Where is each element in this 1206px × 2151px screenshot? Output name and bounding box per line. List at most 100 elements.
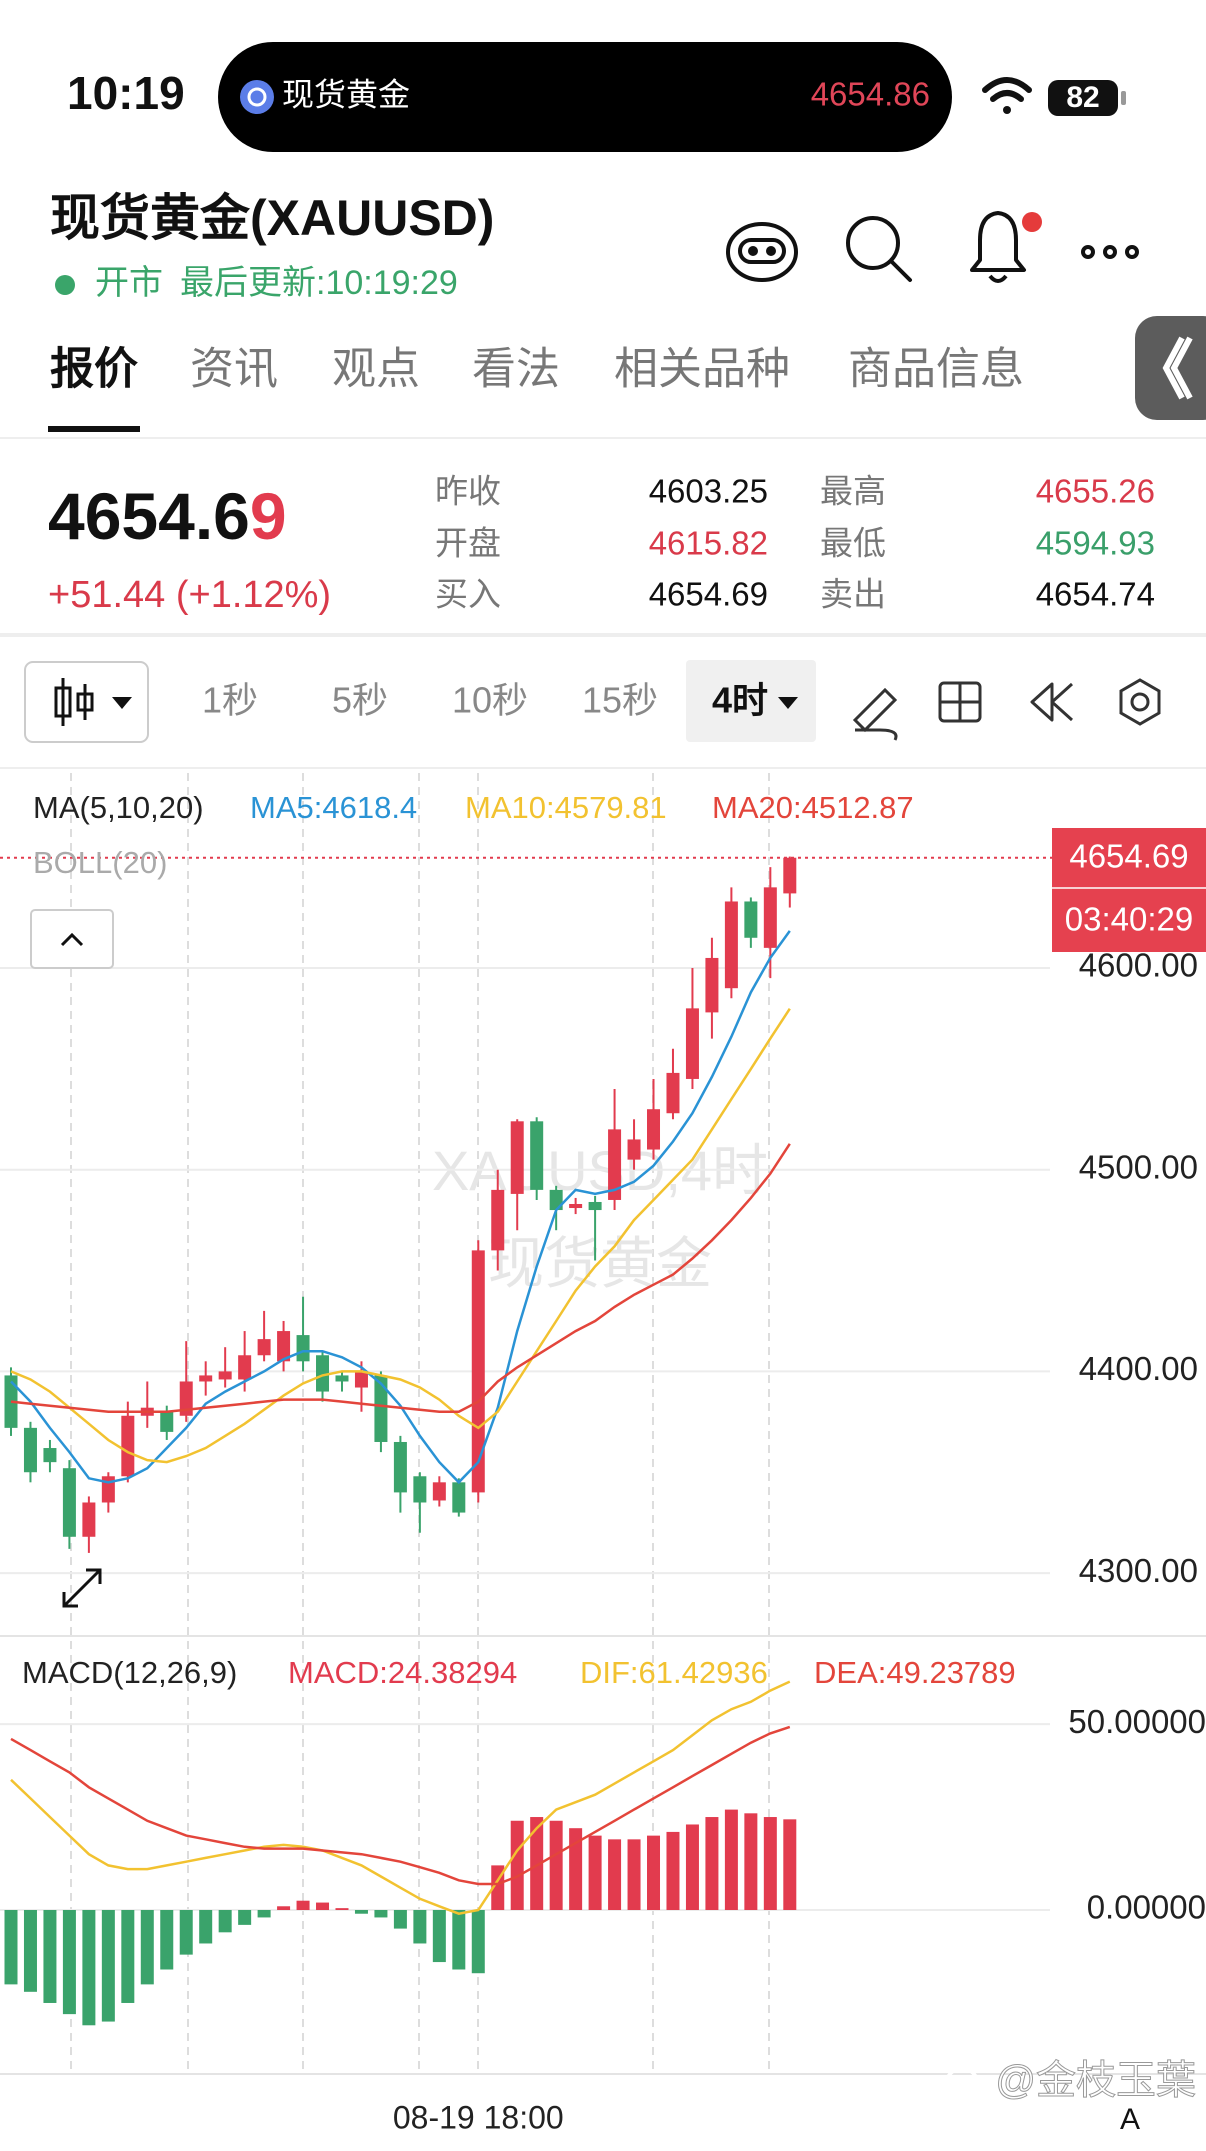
ma-line: [10, 1143, 791, 1413]
candle-body: [647, 1109, 661, 1150]
timeframe[interactable]: 1秒: [202, 680, 258, 721]
macd-bar: [569, 1828, 583, 1911]
price-tag: [1052, 828, 1206, 952]
expand-icon[interactable]: [62, 1568, 102, 1608]
tab[interactable]: 报价: [50, 345, 138, 394]
candle-body: [471, 1250, 485, 1493]
legend-entry: MA10:4579.81: [465, 790, 667, 825]
replay-icon[interactable]: [1030, 682, 1074, 722]
tab-bar: 报价 资讯 观点 看法 相关品种 商品信息: [50, 345, 1024, 394]
watermark: 现货黄金: [488, 1232, 712, 1295]
legend-entry: MACD:24.38294: [288, 1655, 517, 1690]
footer-watermark: @金枝玉葉: [995, 2059, 1196, 2103]
draw-icon[interactable]: [852, 687, 898, 741]
macd-bar: [471, 1910, 485, 1974]
tab[interactable]: 商品信息: [848, 345, 1024, 394]
tab[interactable]: 相关品种: [614, 345, 790, 394]
macd-bar: [744, 1813, 758, 1911]
y-tick-label: 50.00000: [1068, 1703, 1206, 1740]
candle-body: [763, 887, 777, 948]
candle-body: [685, 1008, 699, 1079]
timeframe[interactable]: 5秒: [332, 680, 388, 721]
status-dot: [55, 275, 75, 295]
indicator-label: MA(5,10,20): [33, 790, 204, 825]
collapse-arrow: [60, 932, 84, 947]
collapse-button[interactable]: [30, 909, 114, 969]
candle-body: [43, 1448, 57, 1463]
battery-nub: [1121, 91, 1126, 105]
macd-bar: [724, 1809, 738, 1911]
macd-bar: [82, 1910, 96, 2026]
island-icon: [240, 80, 274, 114]
timeframe[interactable]: 10秒: [452, 680, 528, 721]
tab[interactable]: 资讯: [190, 345, 278, 394]
macd-bar: [763, 1817, 777, 1911]
overlay-label: BOLL(20): [33, 845, 167, 880]
tab-indicator: [48, 426, 140, 432]
timeframe[interactable]: 4时: [712, 680, 768, 721]
macd-bar: [705, 1817, 719, 1911]
macd-bar: [608, 1839, 622, 1911]
legend-entry: DIF:61.42936: [580, 1655, 768, 1690]
macd-bar: [179, 1910, 193, 1955]
tab[interactable]: 看法: [472, 345, 560, 394]
ma-line: [10, 930, 791, 1485]
macd-bar: [530, 1817, 544, 1911]
candle-body: [627, 1139, 641, 1160]
candle-body: [199, 1375, 213, 1382]
layout-icon[interactable]: [938, 681, 982, 723]
side-drawer[interactable]: [1135, 316, 1206, 420]
settings-icon[interactable]: [1119, 678, 1161, 726]
robot-icon[interactable]: [726, 222, 798, 282]
candle-body: [62, 1468, 76, 1537]
bell-icon[interactable]: [970, 211, 1042, 283]
dropdown-arrow: [112, 697, 132, 709]
candle-body: [218, 1371, 232, 1380]
macd-bar: [452, 1910, 466, 1970]
y-tick-label: 4400.00: [1079, 1350, 1198, 1387]
plot: 4300.00 4400.00 4500.00 4600.00 4654.69 03:40…: [0, 828, 1206, 2135]
macd-line: [10, 1725, 791, 1886]
macd-bar: [101, 1910, 115, 2022]
legend-entry: DEA:49.23789: [814, 1655, 1016, 1690]
candle-body: [121, 1415, 135, 1477]
timeframe[interactable]: 15秒: [582, 680, 658, 721]
candle-body: [316, 1355, 330, 1392]
more-icon[interactable]: [1081, 245, 1139, 259]
candle-body: [238, 1355, 252, 1380]
active-timeframe-bg: [686, 660, 816, 742]
candle-body: [296, 1335, 310, 1362]
stat-label: 卖出: [820, 576, 886, 613]
stat-value: 4654.69: [649, 576, 768, 613]
side-drawer-arrow: [1162, 336, 1193, 400]
candle-body: [608, 1129, 622, 1200]
macd-bar: [43, 1910, 57, 2003]
indicator-label: MACD(12,26,9): [22, 1655, 237, 1690]
dynamic-island[interactable]: [218, 42, 952, 152]
search-icon[interactable]: [846, 216, 912, 282]
candle-body: [23, 1427, 37, 1473]
candle-body: [491, 1189, 505, 1251]
macd-bar: [238, 1910, 252, 1925]
macd-bar: [257, 1910, 271, 1918]
macd-line: [10, 1680, 791, 1915]
market-status: 开市: [95, 264, 163, 302]
candle-icon: [54, 678, 94, 726]
legend-entry: MA20:4512.87: [712, 790, 914, 825]
candle-body: [393, 1441, 407, 1493]
divider: [0, 633, 1206, 637]
last-price: 4654.69: [48, 479, 287, 553]
wifi-icon: [982, 77, 1032, 114]
clock: 10:19: [67, 67, 185, 119]
quote-stats: 昨收 4603.25 最高 4655.26 开盘 4615.82 最低 4594.93 买入 46…: [435, 473, 1155, 613]
tab[interactable]: 观点: [332, 345, 420, 394]
macd-bar: [627, 1839, 641, 1911]
macd-bar: [666, 1831, 680, 1911]
battery: [1048, 80, 1118, 116]
macd-bar: [354, 1910, 368, 1914]
ma-line: [10, 1008, 791, 1464]
macd-bar: [510, 1820, 524, 1911]
macd-bar: [316, 1902, 330, 1911]
